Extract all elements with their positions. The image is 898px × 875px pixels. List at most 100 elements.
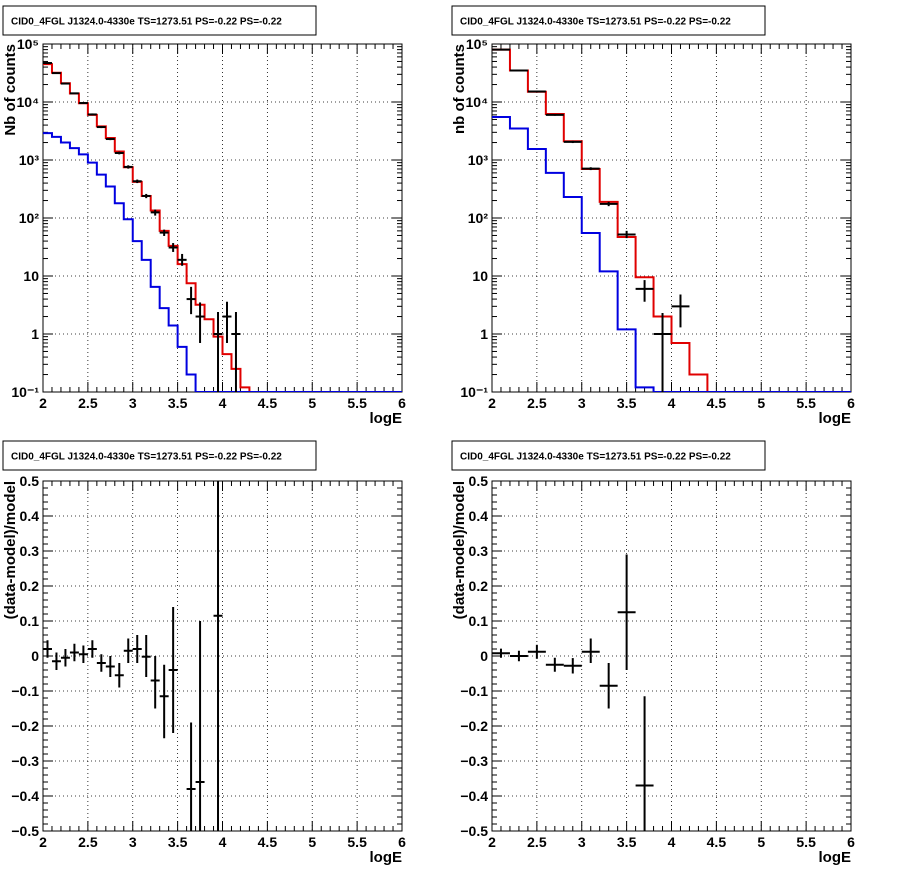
y-tick-label: 10⁵ [17,36,39,52]
x-tick-label: 4.5 [707,395,727,411]
axis-ticks [42,480,403,832]
series-group [492,554,654,831]
x-tick-label: 5 [308,395,316,411]
y-tick-label: 0 [31,648,39,664]
x-tick-label: 4 [219,395,227,411]
x-tick-label: 2.5 [527,395,547,411]
title-box [451,440,766,471]
grid [43,481,402,831]
x-tick-label: 3 [578,834,586,850]
x-tick-label: 2 [39,395,47,411]
x-tick-label: 3 [129,395,137,411]
y-tick-label: −0.4 [460,788,488,804]
x-axis-title: logE [370,849,403,866]
y-tick-label: 10² [19,210,40,226]
x-axis-title: logE [819,849,852,866]
x-tick-label: 2 [39,834,47,850]
x-tick-label: 5 [308,834,316,850]
y-axis-title: (data-model)/model [451,481,468,619]
chart-title: CID0_4FGL J1324.0-4330e TS=1273.51 PS=-0… [11,17,282,28]
x-tick-label: 2.5 [78,834,98,850]
y-axis-title: nb of counts [451,44,468,134]
chart-title: CID0_4FGL J1324.0-4330e TS=1273.51 PS=-0… [460,17,731,28]
series-line-1 [492,48,851,392]
x-tick-label: 2.5 [527,834,547,850]
grid [492,481,851,831]
y-tick-label: 10³ [19,152,40,168]
title-box [451,5,766,36]
x-tick-label: 5.5 [347,834,367,850]
x-tick-label: 3 [578,395,586,411]
y-tick-label: 1 [480,326,488,342]
y-tick-label: 10⁻¹ [460,384,488,400]
title-box [2,5,317,36]
y-tick-label: 0.2 [469,578,489,594]
x-axis-title: logE [370,410,403,427]
series-line-2 [43,132,402,392]
y-tick-label: 10⁴ [466,94,489,110]
y-tick-label: −0.3 [460,753,488,769]
x-tick-label: 5.5 [347,395,367,411]
series-group [43,481,223,831]
x-tick-label: 6 [398,395,406,411]
series-line-2 [492,116,851,392]
y-axis-title: Nb of counts [2,44,19,136]
chart-panel-4: CID0_4FGL J1324.0-4330e TS=1273.51 PS=-0… [451,440,855,866]
y-tick-label: 0.1 [20,613,40,629]
chart-panel-2: CID0_4FGL J1324.0-4330e TS=1273.51 PS=-0… [451,5,855,427]
y-tick-label: −0.1 [11,683,39,699]
x-tick-label: 5 [757,395,765,411]
x-tick-label: 4 [668,395,676,411]
data-points [43,62,241,392]
x-tick-label: 2 [488,395,496,411]
y-tick-label: 10⁻¹ [11,384,39,400]
y-tick-label: −0.2 [11,718,39,734]
y-tick-label: 10² [468,210,489,226]
x-tick-label: 5 [757,834,765,850]
x-axis-title: logE [819,410,852,427]
axis-ticks [42,44,403,393]
x-tick-label: 5.5 [796,834,816,850]
x-tick-label: 4 [668,834,676,850]
x-tick-label: 3.5 [168,834,188,850]
y-tick-label: −0.5 [460,823,488,839]
series-group [492,48,851,392]
y-tick-label: 0.4 [469,508,489,524]
x-tick-label: 4.5 [707,834,727,850]
chart-title: CID0_4FGL J1324.0-4330e TS=1273.51 PS=-0… [11,452,282,463]
data-points [43,481,223,831]
x-tick-label: 4 [219,834,227,850]
y-tick-label: 0 [480,648,488,664]
x-tick-label: 4.5 [258,834,278,850]
chart-panel-3: CID0_4FGL J1324.0-4330e TS=1273.51 PS=-0… [2,440,406,866]
y-tick-label: 0.5 [469,473,489,489]
y-tick-label: 1 [31,326,39,342]
x-tick-label: 3.5 [617,395,637,411]
axis-ticks [491,44,852,393]
chart-title: CID0_4FGL J1324.0-4330e TS=1273.51 PS=-0… [460,452,731,463]
x-tick-label: 3.5 [617,834,637,850]
y-tick-label: −0.5 [11,823,39,839]
y-tick-label: 10 [472,268,488,284]
y-tick-label: 0.3 [20,543,40,559]
y-tick-label: 10 [23,268,39,284]
y-tick-label: −0.2 [460,718,488,734]
x-tick-label: 3.5 [168,395,188,411]
y-tick-label: 0.2 [20,578,40,594]
x-tick-label: 4.5 [258,395,278,411]
x-tick-label: 6 [398,834,406,850]
series-group [43,62,402,392]
y-tick-label: 10⁵ [466,36,488,52]
y-tick-label: −0.1 [460,683,488,699]
x-tick-label: 6 [847,395,855,411]
x-tick-label: 3 [129,834,137,850]
y-tick-label: 0.1 [469,613,489,629]
x-tick-label: 6 [847,834,855,850]
y-tick-label: 10⁴ [17,94,40,110]
y-tick-label: −0.3 [11,753,39,769]
y-tick-label: 0.5 [20,473,40,489]
axis-ticks [491,480,852,832]
title-box [2,440,317,471]
y-tick-label: 10³ [468,152,489,168]
